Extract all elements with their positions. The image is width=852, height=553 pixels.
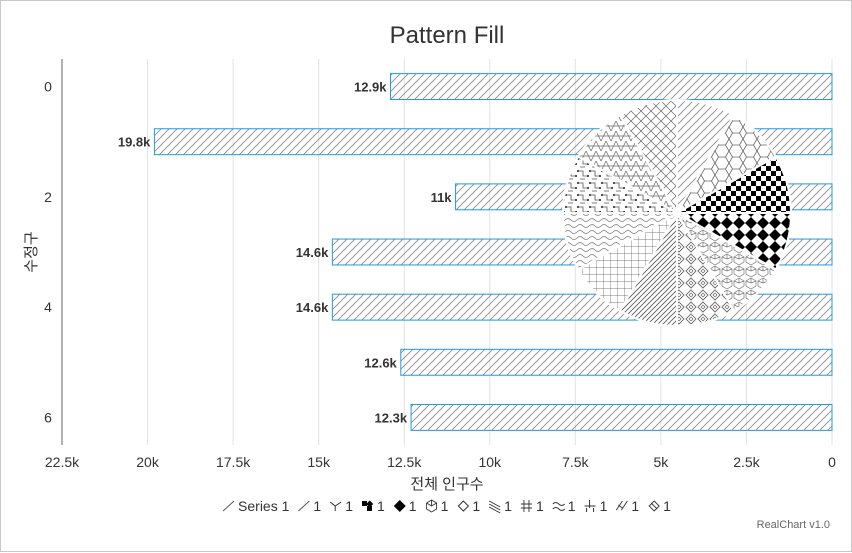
bar[interactable] <box>390 73 833 101</box>
legend-label: 1 <box>631 498 639 514</box>
legend-item[interactable]: 1 <box>361 498 385 514</box>
dense-lines-icon <box>488 500 501 514</box>
x-tick-label: 7.5k <box>562 454 589 470</box>
x-tick-label: 17.5k <box>216 454 251 470</box>
pie-chart <box>561 98 793 328</box>
legend-item[interactable]: 1 <box>426 498 449 514</box>
legend: Series 1 1 1 1 1 1 1 1 1 1 1 1 1 <box>222 498 671 514</box>
circuit-icon <box>584 500 596 512</box>
legend-item[interactable]: Series 1 <box>222 498 290 514</box>
x-tick-label: 12.5k <box>387 454 422 470</box>
bar-value-label: 12.9k <box>354 80 387 95</box>
legend-item[interactable]: 1 <box>393 498 417 514</box>
checker-icon <box>361 500 374 511</box>
diamond-solid-icon <box>393 500 406 512</box>
x-tick-label: 5k <box>653 454 669 470</box>
legend-item[interactable]: 1 <box>552 498 576 514</box>
bar-value-label: 14.6k <box>296 245 329 260</box>
legend-label: Series 1 <box>238 498 290 514</box>
wave-icon <box>552 502 566 511</box>
bar-value-label: 19.8k <box>118 135 151 150</box>
legend-label: 1 <box>663 498 671 514</box>
legend-item[interactable]: 1 <box>298 498 321 514</box>
x-tick-label: 15k <box>307 454 331 470</box>
bar[interactable] <box>400 348 833 376</box>
legend-label: 1 <box>377 498 385 514</box>
y-axis-title: 수정구 <box>23 231 40 272</box>
legend-label: 1 <box>409 498 417 514</box>
legend-label: 1 <box>345 498 353 514</box>
data-labels: 12.9k 19.8k 11k 14.6k 14.6k 12.6k 12.3k <box>118 80 452 426</box>
diamond-outline-icon <box>457 500 470 512</box>
bar-value-label: 11k <box>431 190 453 205</box>
y-tick-label: 4 <box>44 299 52 315</box>
legend-item[interactable]: 1 <box>584 498 608 514</box>
x-tick-label: 22.5k <box>45 454 80 470</box>
credit-text: RealChart v1.0 <box>757 519 830 531</box>
y-tick-label: 0 <box>44 79 52 95</box>
legend-label: 1 <box>313 498 321 514</box>
x-tick-label: 2.5k <box>733 454 760 470</box>
legend-item[interactable]: 1 <box>520 498 544 514</box>
x-axis-ticks: 22.5k 20k 17.5k 15k 12.5k 10k 7.5k 5k 2.5k 0 <box>45 454 836 470</box>
branch-icon <box>329 501 342 511</box>
bar[interactable] <box>331 293 833 321</box>
scale-icon <box>615 500 628 511</box>
y-tick-label: 2 <box>44 189 52 205</box>
x-tick-label: 20k <box>136 454 160 470</box>
legend-item[interactable]: 1 <box>488 498 512 514</box>
bar-value-label: 14.6k <box>296 300 329 315</box>
legend-label: 1 <box>600 498 608 514</box>
x-tick-label: 10k <box>478 454 502 470</box>
pie-slice[interactable] <box>618 98 678 217</box>
diagonal-line-icon <box>298 500 310 512</box>
bar-value-label: 12.3k <box>375 410 408 425</box>
bar[interactable] <box>410 403 833 431</box>
hash-icon <box>520 500 532 512</box>
legend-item[interactable]: 1 <box>329 498 353 514</box>
legend-item[interactable]: 1 <box>648 498 671 514</box>
legend-label: 1 <box>536 498 544 514</box>
legend-label: 1 <box>504 498 512 514</box>
x-tick-label: 0 <box>828 454 836 470</box>
bar-value-label: 12.6k <box>364 355 397 370</box>
legend-item[interactable]: 1 <box>615 498 639 514</box>
diagonal-line-icon <box>222 500 235 512</box>
diamond-lattice-icon <box>648 500 660 512</box>
chart-title: Pattern Fill <box>390 22 505 49</box>
legend-label: 1 <box>441 498 449 514</box>
cube-icon <box>426 499 438 513</box>
legend-label: 1 <box>568 498 576 514</box>
legend-label: 1 <box>472 498 480 514</box>
legend-item[interactable]: 1 <box>457 498 480 514</box>
y-tick-label: 6 <box>44 409 52 425</box>
y-axis-ticks: 0 2 4 6 <box>44 79 52 426</box>
x-axis-title: 전체 인구수 <box>410 476 483 493</box>
